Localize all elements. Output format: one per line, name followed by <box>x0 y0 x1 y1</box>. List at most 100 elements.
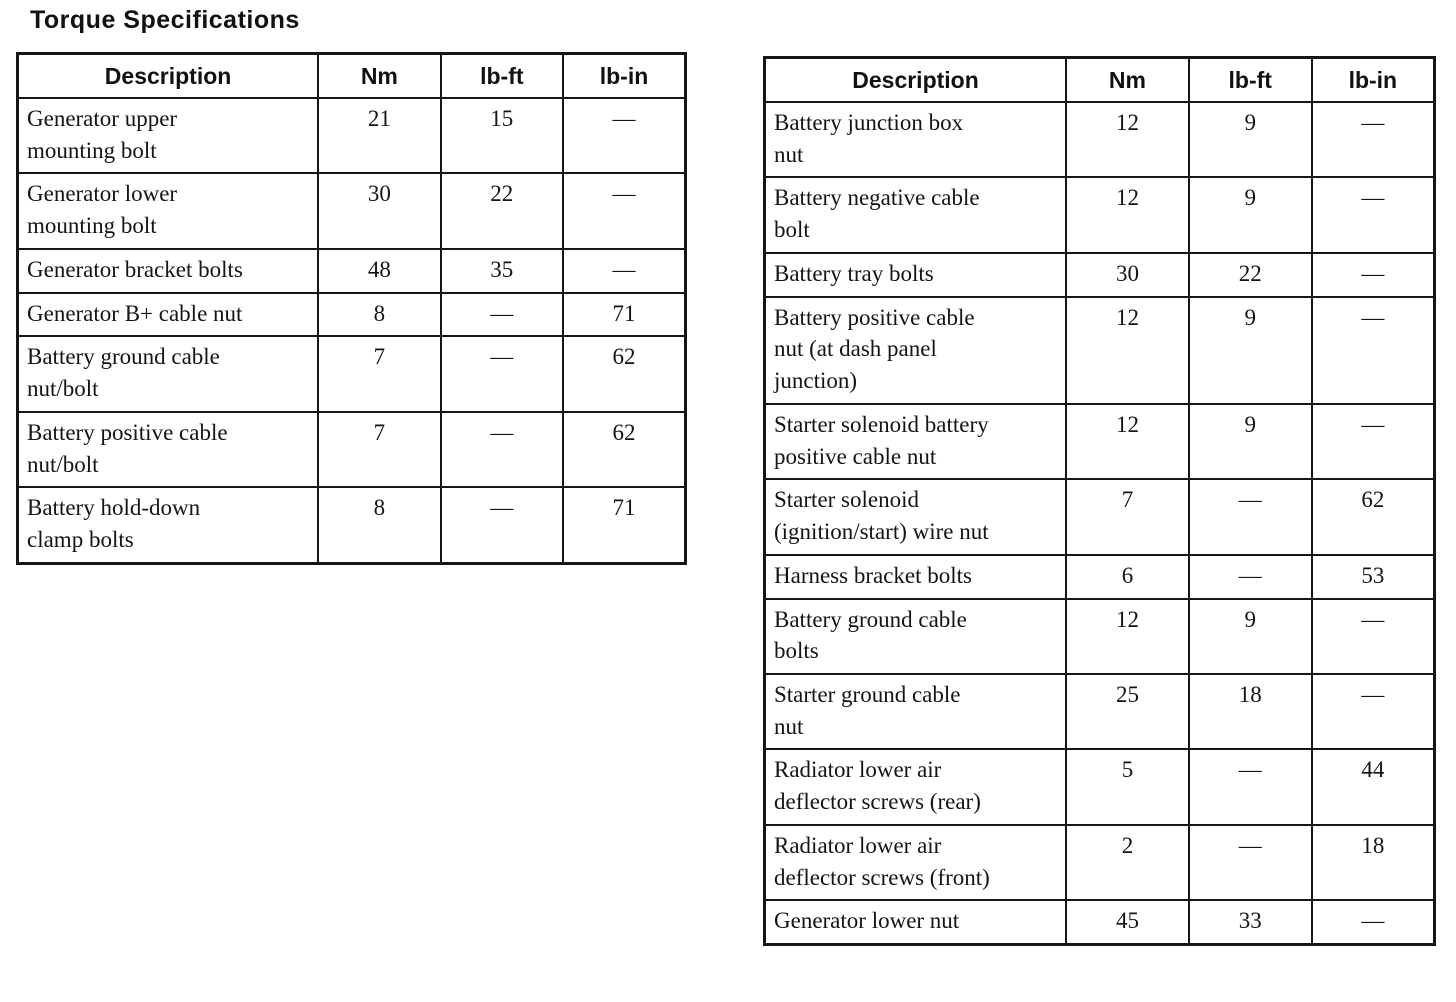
lb-in-cell: 71 <box>562 291 687 338</box>
lb-in-cell: — <box>1310 176 1436 254</box>
header-lb-in: lb-in <box>1310 56 1436 103</box>
header-lb-ft: lb-ft <box>1187 56 1313 103</box>
header-description: Description <box>763 56 1068 103</box>
table-row: Battery positive cable nut (at dash pane… <box>763 295 1436 405</box>
table-row: Generator B+ cable nut 8—71 <box>16 291 687 338</box>
description-cell: Battery tray bolts <box>763 251 1068 298</box>
description-cell: Generator lower nut <box>763 899 1068 946</box>
table-row: Starter solenoid battery positive cable … <box>763 402 1436 481</box>
description-cell: Radiator lower air deflector screws (rea… <box>763 748 1068 826</box>
page-title: Torque Specifications <box>30 6 300 34</box>
nm-cell: 30 <box>317 172 442 250</box>
lb-in-cell: — <box>1310 899 1436 946</box>
lb-in-cell: — <box>562 96 687 175</box>
description-cell: Starter solenoid battery positive cable … <box>763 402 1068 481</box>
table-row: Battery positive cable nut/bolt 7—62 <box>16 410 687 489</box>
lb-ft-cell: — <box>439 335 565 413</box>
nm-cell: 6 <box>1065 553 1190 600</box>
header-nm: Nm <box>317 52 442 99</box>
header-nm: Nm <box>1065 56 1190 103</box>
lb-ft-cell: 9 <box>1187 402 1313 481</box>
nm-cell: 5 <box>1065 748 1190 826</box>
lb-in-cell: 62 <box>1310 478 1436 556</box>
table-row: Radiator lower air deflector screws (fro… <box>763 823 1436 902</box>
description-cell: Battery ground cable nut/bolt <box>16 335 320 413</box>
lb-ft-cell: 22 <box>1187 251 1313 298</box>
lb-ft-cell: 15 <box>439 96 565 175</box>
table-row: Starter solenoid (ignition/start) wire n… <box>763 478 1436 556</box>
lb-in-cell: 44 <box>1310 748 1436 826</box>
lb-ft-cell: — <box>439 410 565 489</box>
table-row: Battery ground cable nut/bolt 7—62 <box>16 335 687 413</box>
table-header-row: Description Nm lb-ft lb-in <box>763 56 1436 103</box>
lb-in-cell: — <box>1310 295 1436 405</box>
lb-ft-cell: — <box>439 486 565 565</box>
nm-cell: 8 <box>317 291 442 338</box>
nm-cell: 12 <box>1065 100 1190 179</box>
table-row: Radiator lower air deflector screws (rea… <box>763 748 1436 826</box>
nm-cell: 12 <box>1065 176 1190 254</box>
nm-cell: 7 <box>317 410 442 489</box>
table-row: Generator upper mounting bolt 21 15— <box>16 96 687 175</box>
description-cell: Battery positive cable nut (at dash pane… <box>763 295 1068 405</box>
lb-in-cell: 62 <box>562 410 687 489</box>
nm-cell: 8 <box>317 486 442 565</box>
description-cell: Battery negative cable bolt <box>763 176 1068 254</box>
lb-in-cell: 62 <box>562 335 687 413</box>
lb-in-cell: — <box>1310 673 1436 751</box>
nm-cell: 48 <box>317 247 442 294</box>
description-cell: Generator lower mounting bolt <box>16 172 320 250</box>
description-cell: Generator bracket bolts <box>16 247 320 294</box>
table-row: Battery hold-down clamp bolts 8—71 <box>16 486 687 565</box>
nm-cell: 12 <box>1065 597 1190 676</box>
description-cell: Starter ground cable nut <box>763 673 1068 751</box>
header-lb-in: lb-in <box>562 52 687 99</box>
table-row: Battery negative cable bolt 12 9— <box>763 176 1436 254</box>
table-row: Starter ground cable nut 25 18— <box>763 673 1436 751</box>
lb-in-cell: — <box>562 247 687 294</box>
lb-ft-cell: — <box>1187 823 1313 902</box>
table-row: Generator lower nut 45 33— <box>763 899 1436 946</box>
table-row: Generator bracket bolts 48 35— <box>16 247 687 294</box>
description-cell: Battery junction box nut <box>763 100 1068 179</box>
lb-ft-cell: — <box>1187 478 1313 556</box>
description-cell: Radiator lower air deflector screws (fro… <box>763 823 1068 902</box>
lb-ft-cell: 22 <box>439 172 565 250</box>
nm-cell: 7 <box>1065 478 1190 556</box>
nm-cell: 12 <box>1065 295 1190 405</box>
header-description: Description <box>16 52 320 99</box>
lb-ft-cell: 9 <box>1187 100 1313 179</box>
nm-cell: 2 <box>1065 823 1190 902</box>
lb-in-cell: 71 <box>562 486 687 565</box>
description-cell: Generator B+ cable nut <box>16 291 320 338</box>
nm-cell: 12 <box>1065 402 1190 481</box>
lb-in-cell: 18 <box>1310 823 1436 902</box>
table-row: Battery junction box nut 12 9— <box>763 100 1436 179</box>
lb-ft-cell: 9 <box>1187 597 1313 676</box>
description-cell: Battery hold-down clamp bolts <box>16 486 320 565</box>
lb-ft-cell: 35 <box>439 247 565 294</box>
table-row: Harness bracket bolts 6—53 <box>763 553 1436 600</box>
description-cell: Generator upper mounting bolt <box>16 96 320 175</box>
lb-ft-cell: — <box>439 291 565 338</box>
nm-cell: 21 <box>317 96 442 175</box>
table-row: Generator lower mounting bolt 30 22— <box>16 172 687 250</box>
lb-in-cell: 53 <box>1310 553 1436 600</box>
table-row: Battery ground cable bolts 12 9— <box>763 597 1436 676</box>
lb-ft-cell: — <box>1187 748 1313 826</box>
nm-cell: 45 <box>1065 899 1190 946</box>
nm-cell: 25 <box>1065 673 1190 751</box>
description-cell: Battery positive cable nut/bolt <box>16 410 320 489</box>
header-lb-ft: lb-ft <box>439 52 565 99</box>
table-row: Battery tray bolts 30 22— <box>763 251 1436 298</box>
torque-table-left: Description Nm lb-ft lb-in Generator upp… <box>16 52 687 565</box>
lb-ft-cell: 33 <box>1187 899 1313 946</box>
lb-ft-cell: — <box>1187 553 1313 600</box>
nm-cell: 30 <box>1065 251 1190 298</box>
lb-in-cell: — <box>1310 597 1436 676</box>
lb-ft-cell: 9 <box>1187 176 1313 254</box>
lb-in-cell: — <box>562 172 687 250</box>
table-header-row: Description Nm lb-ft lb-in <box>16 52 687 99</box>
description-cell: Battery ground cable bolts <box>763 597 1068 676</box>
